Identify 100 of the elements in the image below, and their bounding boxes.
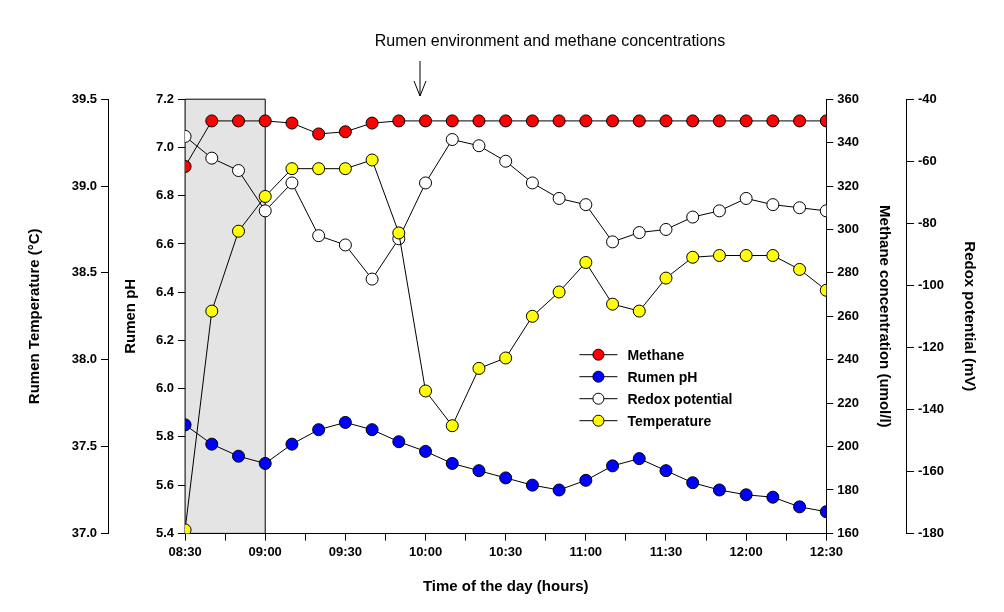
- point: [712, 483, 726, 497]
- point: [739, 191, 753, 205]
- point: [525, 478, 539, 492]
- y-tick-label: 37.0: [71, 524, 97, 540]
- x-axis-title: Time of the day (hours): [422, 577, 589, 595]
- point: [766, 490, 780, 504]
- y-tick-label: 7.0: [155, 139, 175, 155]
- point: [739, 249, 753, 263]
- point: [499, 351, 513, 365]
- y3-tick-label: -60: [917, 152, 937, 168]
- y-tick-label: 6.4: [155, 283, 175, 299]
- point: [285, 437, 299, 451]
- point: [472, 361, 486, 375]
- point: [472, 139, 486, 153]
- point: [712, 114, 726, 128]
- point: [392, 114, 406, 128]
- y-axis-title: Rumen Temperature (°C): [25, 228, 43, 405]
- point: [686, 476, 700, 490]
- point: [525, 309, 539, 323]
- point: [285, 116, 299, 130]
- y-tick-label: 6.6: [155, 235, 175, 251]
- point: [552, 191, 566, 205]
- point: [445, 114, 459, 128]
- y3-tick-label: -40: [917, 90, 937, 106]
- point: [659, 114, 673, 128]
- legend-label: Rumen pH: [627, 368, 698, 385]
- y2-tick-label: 360: [837, 90, 859, 106]
- point: [205, 437, 219, 451]
- y2-tick-label: 200: [837, 438, 859, 454]
- point: [365, 423, 379, 437]
- point: [205, 304, 219, 318]
- point: [312, 162, 326, 176]
- y-axis-title: Rumen pH: [121, 278, 139, 354]
- point: [205, 151, 219, 165]
- y3-tick-label: -120: [917, 338, 945, 354]
- point: [365, 272, 379, 286]
- y-tick-label: 38.0: [71, 351, 97, 367]
- point: [712, 204, 726, 218]
- point: [232, 114, 245, 128]
- point: [285, 176, 299, 190]
- point: [338, 238, 352, 252]
- y2-tick-label: 300: [837, 221, 859, 237]
- point: [312, 423, 326, 437]
- point: [766, 198, 780, 212]
- point: [365, 116, 379, 130]
- point: [659, 222, 673, 236]
- point: [312, 229, 326, 243]
- x-tick-label: 11:30: [649, 543, 683, 559]
- point: [365, 153, 379, 167]
- y3-axis-title: Redox potential (mV): [961, 241, 979, 392]
- point: [445, 456, 459, 470]
- point: [659, 464, 673, 478]
- y3-tick-label: -160: [917, 462, 945, 478]
- point: [793, 262, 807, 276]
- y2-tick-label: 240: [837, 351, 859, 367]
- y-tick-label: 39.5: [71, 90, 97, 106]
- y2-tick-label: 320: [837, 177, 859, 193]
- point: [338, 415, 352, 429]
- x-tick-label: 10:00: [408, 543, 443, 559]
- x-tick-label: 11:00: [569, 543, 603, 559]
- point: [606, 459, 620, 473]
- y-tick-label: 37.5: [71, 438, 97, 454]
- point: [232, 164, 245, 178]
- chart-title: Rumen environment and methane concentrations: [374, 32, 726, 50]
- point: [606, 297, 620, 311]
- y2-tick-label: 340: [837, 134, 859, 150]
- point: [338, 162, 352, 176]
- point: [472, 114, 486, 128]
- point: [739, 488, 753, 502]
- point: [419, 176, 433, 190]
- point: [712, 249, 726, 263]
- y3-tick-label: -80: [917, 214, 937, 230]
- point: [499, 154, 513, 168]
- point: [258, 189, 272, 203]
- y-tick-label: 5.8: [155, 428, 175, 444]
- point: [312, 127, 326, 141]
- point: [205, 114, 219, 128]
- point: [632, 304, 646, 318]
- point: [338, 125, 352, 139]
- point: [739, 114, 753, 128]
- x-tick-label: 09:30: [328, 543, 362, 559]
- point: [552, 114, 566, 128]
- y3-tick-label: -140: [917, 400, 945, 416]
- point: [579, 473, 593, 487]
- y-tick-label: 6.2: [155, 332, 175, 347]
- point: [766, 114, 780, 128]
- point: [579, 255, 593, 269]
- point: [445, 419, 459, 433]
- y2-tick-label: 160: [837, 524, 859, 540]
- y-tick-label: 6.8: [155, 187, 175, 203]
- point: [258, 114, 272, 128]
- point: [419, 444, 433, 458]
- point: [579, 114, 593, 128]
- point: [686, 250, 700, 264]
- y-tick-label: 39.0: [71, 177, 97, 193]
- y-tick-label: 7.2: [155, 90, 175, 106]
- point: [232, 449, 245, 463]
- point: [659, 271, 673, 285]
- y2-tick-label: 260: [837, 307, 859, 323]
- point: [686, 114, 700, 128]
